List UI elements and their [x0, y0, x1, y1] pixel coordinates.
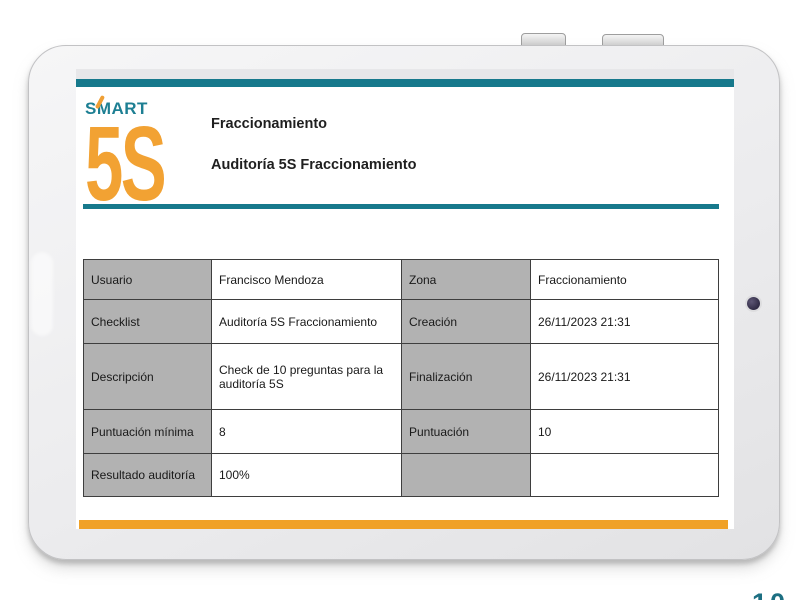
field-label-cell: Checklist	[83, 299, 212, 344]
camera-icon	[747, 297, 760, 310]
field-label-cell: Resultado auditoría	[83, 453, 212, 497]
field-label-cell: Zona	[401, 259, 531, 300]
field-label-cell: Finalización	[401, 343, 531, 410]
field-value-cell: Francisco Mendoza	[211, 259, 402, 300]
field-label-cell: Descripción	[83, 343, 212, 410]
field-value-cell: 100%	[211, 453, 402, 497]
viewer-top-strip	[76, 69, 734, 79]
field-label-cell: Puntuación	[401, 409, 531, 454]
field-value-cell: Auditoría 5S Fraccionamiento	[211, 299, 402, 344]
field-value-cell	[530, 453, 719, 497]
field-value-cell: 26/11/2023 21:31	[530, 299, 719, 344]
page-subtitle: Auditoría 5S Fraccionamiento	[211, 157, 417, 173]
tablet-frame: SMART 5S Fraccionamiento Auditoría 5S Fr…	[28, 45, 780, 560]
field-label-cell: Creación	[401, 299, 531, 344]
field-value-cell: Fraccionamiento	[530, 259, 719, 300]
logo-brand-text: SMART	[85, 94, 195, 119]
field-label-cell: Usuario	[83, 259, 212, 300]
page-number: 10	[752, 591, 798, 600]
footer-accent-bar	[79, 520, 728, 529]
logo-product-text: 5S	[85, 105, 167, 223]
field-value-cell: Check de 10 preguntas para la auditoría …	[211, 343, 402, 410]
field-value-cell: 26/11/2023 21:31	[530, 343, 719, 410]
field-label-cell	[401, 453, 531, 497]
smart-5s-logo: SMART 5S	[85, 94, 195, 223]
page-number-clip: 10	[752, 591, 798, 600]
field-value-cell: 8	[211, 409, 402, 454]
header-divider	[83, 204, 719, 209]
header-accent-bar	[76, 79, 734, 87]
page-title: Fraccionamiento	[211, 116, 328, 132]
table-row: Puntuación mínima 8 Puntuación 10	[83, 409, 719, 454]
table-row: Descripción Check de 10 preguntas para l…	[83, 343, 719, 410]
table-row: Checklist Auditoría 5S Fraccionamiento C…	[83, 299, 719, 344]
tablet-screen: SMART 5S Fraccionamiento Auditoría 5S Fr…	[76, 69, 734, 529]
bezel-highlight	[31, 252, 53, 336]
table-row: Usuario Francisco Mendoza Zona Fracciona…	[83, 259, 719, 300]
field-label-cell: Puntuación mínima	[83, 409, 212, 454]
table-row: Resultado auditoría 100%	[83, 453, 719, 497]
field-value-cell: 10	[530, 409, 719, 454]
audit-info-table: Usuario Francisco Mendoza Zona Fracciona…	[83, 259, 719, 497]
document-header: Fraccionamiento Auditoría 5S Fraccionami…	[211, 116, 416, 173]
